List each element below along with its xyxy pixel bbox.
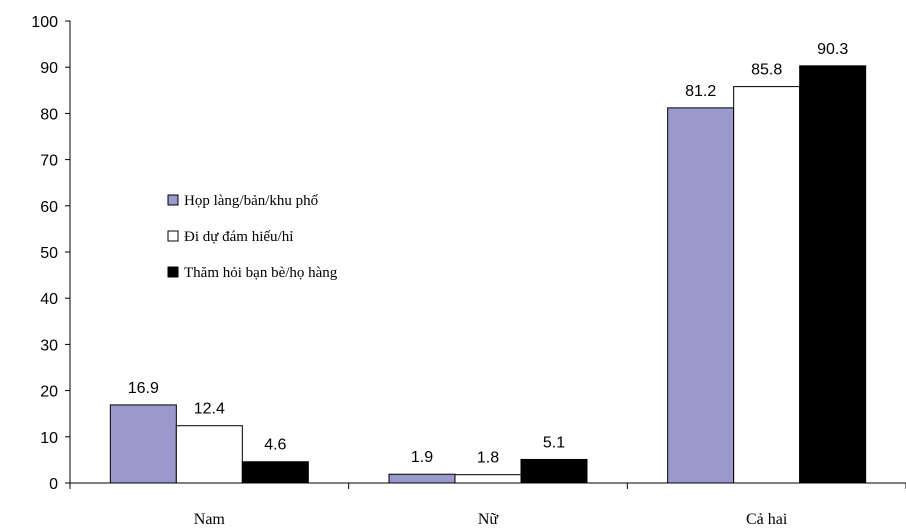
y-tick-label: 30 — [40, 337, 58, 354]
y-tick-label: 20 — [40, 384, 58, 401]
y-tick-label: 100 — [31, 14, 58, 31]
bar-value-label: 4.6 — [264, 437, 286, 454]
bars — [109, 65, 867, 484]
legend-label: Đi dự đám hiếu/hỉ — [184, 229, 293, 245]
bar-value-label: 81.2 — [685, 83, 716, 100]
legend-label: Họp làng/bản/khu phố — [184, 193, 319, 209]
bar-value-label: 5.1 — [543, 434, 565, 451]
bar-value-label: 90.3 — [817, 41, 848, 58]
bar — [241, 461, 309, 484]
legend-label: Thăm hỏi bạn bè/họ hàng — [184, 265, 338, 281]
legend-swatch — [167, 266, 179, 278]
value-labels: 16.9 12.4 4.6 1.9 1.8 5.1 81.2 85.8 90.3 — [128, 41, 849, 467]
y-tick-label: 60 — [40, 199, 58, 216]
bar-value-label: 12.4 — [194, 401, 225, 418]
bar — [799, 65, 867, 484]
x-axis: Nam Nữ Cả hai — [69, 482, 906, 528]
legend: Họp làng/bản/khu phố Đi dự đám hiếu/hỉ Thă… — [167, 193, 338, 281]
x-category-label: Nữ — [478, 511, 500, 528]
bar-value-label: 85.8 — [751, 62, 782, 79]
x-category-label: Cả hai — [746, 511, 788, 528]
bar-value-label: 1.9 — [411, 449, 433, 466]
y-tick-label: 80 — [40, 106, 58, 123]
y-tick-label: 90 — [40, 60, 58, 77]
y-tick-label: 40 — [40, 291, 58, 308]
y-tick-label: 10 — [40, 430, 58, 447]
bar — [454, 474, 522, 484]
bar — [175, 425, 243, 484]
x-category-label: Nam — [194, 511, 226, 528]
bar — [388, 473, 456, 484]
y-tick-label: 70 — [40, 153, 58, 170]
y-axis: 0 10 20 30 40 50 60 70 80 90 100 — [31, 14, 71, 493]
bar — [109, 404, 177, 484]
y-tick-label: 0 — [49, 476, 58, 493]
legend-swatch — [167, 230, 179, 242]
bar — [733, 86, 801, 484]
bar-value-label: 16.9 — [128, 380, 159, 397]
bar — [520, 458, 588, 484]
legend-swatch — [167, 194, 179, 206]
y-tick-label: 50 — [40, 245, 58, 262]
bar-value-label: 1.8 — [477, 450, 499, 467]
bar — [667, 107, 735, 484]
